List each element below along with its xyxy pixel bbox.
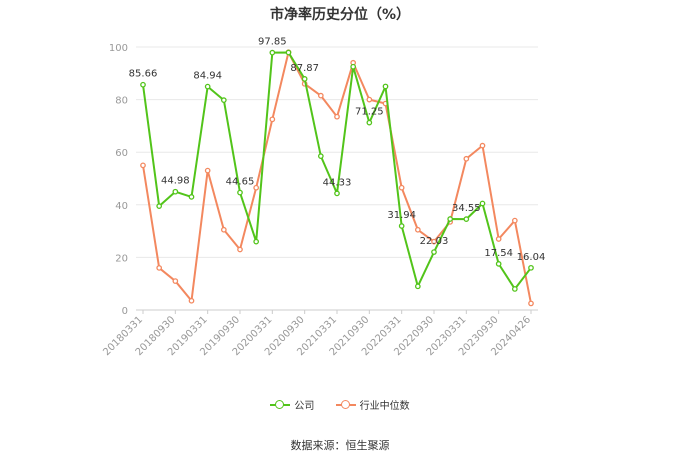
data-label: 87.87 — [290, 63, 319, 74]
data-source: 数据来源：恒生聚源 — [290, 439, 390, 452]
legend-swatch-industry — [335, 399, 356, 410]
legend-swatch-company — [270, 399, 291, 410]
company-series-point — [447, 216, 454, 222]
company-series-point — [269, 49, 276, 56]
industry-series-point — [172, 278, 179, 284]
legend: 公司 行业中位数 — [0, 397, 680, 413]
x-axis: 2018033120180930201903312019093020200331… — [101, 310, 533, 358]
company-series-point — [188, 194, 195, 200]
industry-series-point — [253, 184, 260, 191]
company-series-point — [172, 188, 179, 195]
company-series-point — [398, 223, 405, 229]
legend-label-industry: 行业中位数 — [359, 401, 410, 412]
company-series-point — [220, 97, 227, 103]
industry-series-point — [269, 116, 276, 123]
data-label: 34.55 — [452, 203, 481, 214]
company-series-point — [528, 264, 534, 271]
data-label: 84.94 — [193, 71, 222, 82]
industry-series-point — [511, 217, 518, 224]
industry-series-point — [463, 155, 470, 162]
legend-label-company: 公司 — [294, 401, 315, 412]
legend-item-industry[interactable]: 行业中位数 — [335, 397, 410, 412]
industry-series-point — [431, 238, 437, 245]
industry-series-point — [414, 226, 421, 233]
company-series-point — [140, 81, 146, 88]
data-label: 22.03 — [420, 236, 449, 247]
industry-series-point — [204, 167, 211, 174]
data-label: 85.66 — [129, 69, 158, 80]
industry-series-point — [156, 265, 163, 271]
industry-series-point — [237, 246, 243, 253]
industry-series-point — [366, 96, 373, 103]
company-series-point — [317, 153, 324, 159]
data-label: 71.25 — [355, 107, 384, 118]
company-series-point — [382, 83, 389, 90]
company-series-point — [204, 83, 211, 90]
company-series-point — [156, 203, 163, 209]
company-series-point — [350, 63, 357, 70]
y-axis: 0 20 40 60 80 100 — [109, 43, 128, 317]
company-series-point — [237, 189, 243, 196]
industry-series-point — [398, 184, 405, 191]
industry-series-point — [528, 300, 534, 307]
y-tick-label: 100 — [109, 43, 128, 54]
y-tick-label: 80 — [115, 96, 128, 107]
company-series-point — [463, 216, 470, 222]
y-tick-label: 20 — [115, 253, 128, 264]
company-series-point — [366, 119, 373, 126]
series-layer — [140, 49, 534, 307]
industry-series-point — [334, 113, 340, 120]
data-label: 44.98 — [161, 176, 190, 187]
industry-series-point — [479, 142, 486, 149]
y-tick-label: 60 — [115, 148, 128, 159]
y-tick-label: 40 — [115, 201, 128, 212]
industry-series-point — [188, 297, 195, 304]
data-label: 17.54 — [484, 248, 513, 259]
company-series-point — [511, 286, 518, 292]
company-series-point — [414, 283, 421, 290]
industry-series-point — [140, 162, 146, 169]
company-series-line — [142, 51, 532, 290]
data-label: 44.65 — [226, 177, 255, 188]
data-label: 97.85 — [258, 37, 287, 48]
company-series-point — [431, 249, 437, 255]
y-tick-label: 0 — [122, 306, 128, 317]
company-series-point — [285, 49, 292, 56]
chart-title: 市净率历史分位（%） — [269, 7, 411, 23]
company-series-point — [479, 200, 486, 207]
company-series-point — [301, 76, 308, 82]
data-labels: 85.66 44.98 84.94 44.65 97.85 87.87 44.33 71.25… — [129, 37, 546, 263]
data-label: 44.33 — [323, 177, 352, 188]
data-label: 16.04 — [517, 252, 546, 263]
company-series-point — [495, 261, 502, 267]
industry-series-point — [220, 226, 227, 233]
industry-series-point — [317, 92, 324, 99]
company-series-point — [253, 238, 260, 245]
company-series-point — [334, 190, 340, 197]
data-label: 31.94 — [387, 210, 416, 221]
industry-series-point — [495, 236, 502, 242]
legend-item-company[interactable]: 公司 — [270, 397, 314, 412]
